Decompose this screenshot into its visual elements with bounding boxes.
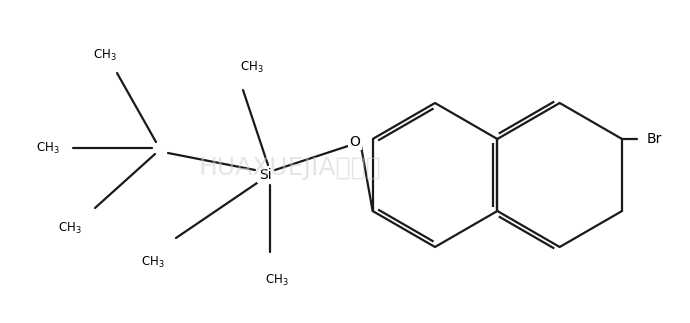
Text: Br: Br bbox=[647, 132, 662, 146]
Text: CH$_3$: CH$_3$ bbox=[58, 221, 82, 235]
Text: CH$_3$: CH$_3$ bbox=[240, 59, 264, 75]
Text: HUAXUEJIA化学加: HUAXUEJIA化学加 bbox=[199, 156, 381, 180]
Text: CH$_3$: CH$_3$ bbox=[265, 272, 289, 287]
Text: CH$_3$: CH$_3$ bbox=[36, 141, 60, 156]
Text: CH$_3$: CH$_3$ bbox=[93, 47, 117, 63]
Text: O: O bbox=[350, 135, 360, 149]
Text: CH$_3$: CH$_3$ bbox=[141, 255, 165, 270]
Text: Si: Si bbox=[259, 168, 271, 182]
